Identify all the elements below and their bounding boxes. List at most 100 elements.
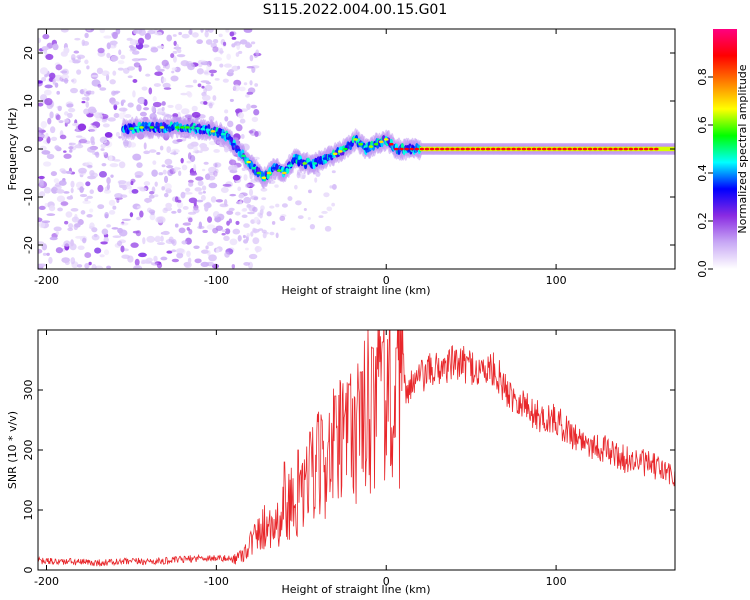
- noise-speck: [45, 53, 54, 60]
- noise-speck: [73, 223, 79, 231]
- noise-speck: [212, 227, 219, 234]
- colorbar-tick-label: 0.6: [696, 116, 709, 134]
- noise-speck: [248, 130, 254, 134]
- noise-speck: [178, 227, 186, 234]
- ridge-hotspot: [419, 147, 425, 151]
- noise-speck: [186, 160, 192, 164]
- noise-speck: [56, 90, 60, 95]
- noise-speck: [131, 58, 141, 62]
- noise-speck: [206, 64, 211, 72]
- noise-speck: [57, 105, 62, 112]
- noise-speck: [126, 181, 132, 187]
- noise-speck: [90, 74, 99, 78]
- noise-speck: [98, 170, 107, 178]
- noise-speck: [257, 212, 261, 217]
- ridge-hotspot: [256, 171, 262, 175]
- noise-speck: [191, 105, 198, 112]
- noise-speck: [228, 207, 235, 212]
- noise-speck: [100, 148, 105, 151]
- noise-speck: [170, 53, 175, 59]
- noise-speck: [94, 265, 104, 269]
- ridge-hotspot: [490, 147, 496, 151]
- noise-speck: [167, 104, 174, 108]
- noise-speck: [146, 235, 156, 243]
- noise-speck: [208, 115, 215, 122]
- noise-speck: [90, 136, 95, 144]
- noise-speck: [171, 258, 180, 263]
- noise-speck: [176, 138, 183, 143]
- noise-speck: [151, 105, 156, 113]
- noise-speck: [38, 221, 46, 229]
- noise-speck: [222, 41, 227, 46]
- noise-speck: [189, 172, 198, 176]
- noise-speck: [253, 109, 260, 116]
- ridge-hotspot: [215, 131, 221, 134]
- noise-speck: [154, 71, 163, 76]
- noise-speck: [192, 207, 200, 214]
- noise-speck: [191, 111, 201, 119]
- noise-speck: [162, 82, 171, 89]
- noise-speck: [50, 171, 58, 177]
- noise-speck: [115, 131, 120, 137]
- noise-speck: [143, 107, 150, 111]
- ridge-hotspot: [399, 147, 404, 151]
- noise-speck: [156, 262, 163, 269]
- noise-speck: [164, 183, 172, 191]
- ridge-hotspot: [266, 171, 272, 175]
- noise-speck: [55, 231, 59, 235]
- y-tick-label: 300: [22, 380, 35, 401]
- noise-speck: [186, 226, 190, 231]
- noise-speck: [100, 241, 108, 245]
- noise-speck: [231, 43, 236, 48]
- noise-speck: [213, 56, 223, 62]
- noise-speck: [68, 107, 76, 113]
- figure-title: S115.2022.004.00.15.G01: [263, 2, 448, 18]
- noise-speck: [252, 228, 260, 233]
- noise-speck: [102, 151, 107, 155]
- noise-speck: [207, 29, 214, 33]
- noise-speck: [136, 216, 141, 221]
- noise-speck: [139, 187, 147, 192]
- noise-speck: [101, 228, 109, 235]
- noise-speck: [307, 216, 311, 221]
- noise-speck: [180, 92, 188, 96]
- noise-speck: [156, 216, 166, 224]
- noise-speck: [85, 101, 90, 108]
- ridge-hotspot: [485, 147, 491, 151]
- noise-speck: [126, 37, 133, 41]
- ridge-hotspot: [577, 147, 583, 151]
- noise-speck: [85, 181, 91, 187]
- ridge-hotspot: [225, 137, 231, 140]
- y-tick-label: 0: [22, 567, 35, 574]
- noise-speck: [246, 65, 254, 69]
- noise-speck: [212, 38, 219, 44]
- noise-speck: [243, 82, 248, 86]
- noise-speck: [171, 70, 175, 74]
- ridge-hotspot: [190, 126, 195, 129]
- noise-speck: [118, 107, 128, 112]
- noise-speck: [130, 242, 139, 248]
- noise-speck: [68, 146, 74, 150]
- noise-speck: [137, 37, 145, 45]
- ridge-hotspot: [220, 132, 226, 136]
- colorbar-tick-label: 0.0: [696, 260, 709, 278]
- noise-speck: [246, 205, 252, 209]
- noise-speck: [113, 103, 118, 111]
- noise-speck: [174, 103, 183, 111]
- noise-speck: [129, 142, 137, 148]
- noise-speck: [321, 210, 328, 214]
- noise-speck: [151, 169, 158, 177]
- ridge-hotspot: [185, 126, 190, 129]
- noise-speck: [175, 43, 180, 52]
- noise-speck: [252, 237, 260, 245]
- noise-speck: [66, 103, 74, 108]
- noise-speck: [198, 191, 203, 195]
- ridge-hotspot: [134, 126, 139, 130]
- noise-speck: [84, 59, 89, 65]
- noise-speck: [222, 78, 229, 83]
- noise-speck: [231, 36, 237, 40]
- noise-speck: [99, 114, 104, 120]
- noise-speck: [224, 251, 230, 258]
- noise-speck: [250, 231, 254, 237]
- noise-speck: [197, 83, 202, 88]
